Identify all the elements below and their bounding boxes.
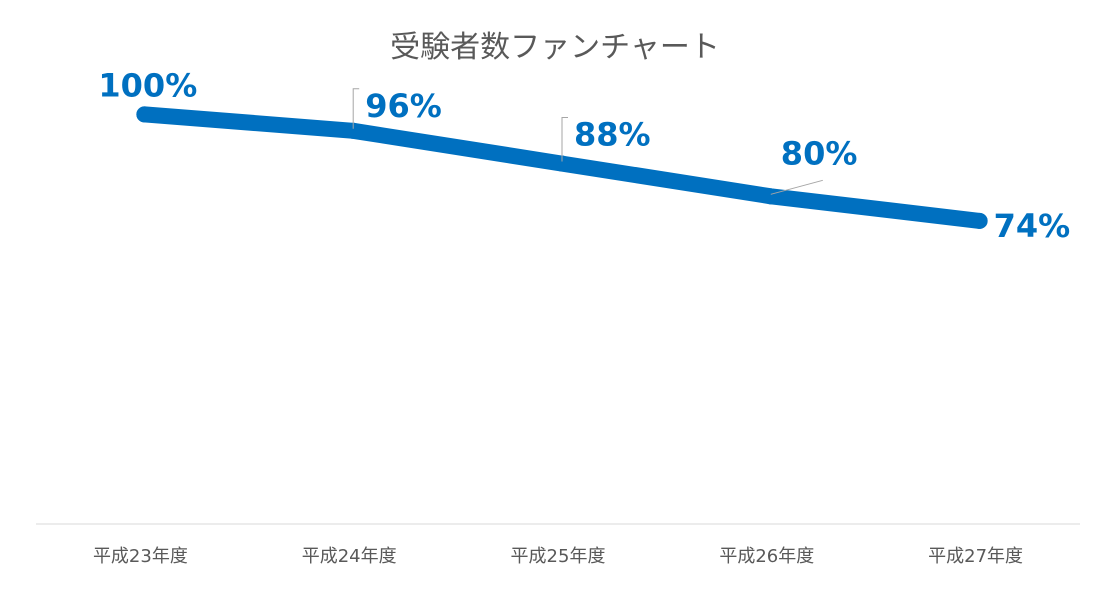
data-label: 74% [994, 207, 1071, 245]
data-label-leader [561, 117, 568, 162]
x-tick-label: 平成23年度 [93, 546, 188, 567]
data-point [971, 212, 988, 229]
data-label: 80% [781, 134, 858, 172]
data-label: 88% [574, 116, 651, 154]
data-label-leader [770, 179, 823, 195]
chart-title: 受験者数ファンチャート [390, 30, 720, 65]
x-tick-label: 平成26年度 [719, 546, 814, 567]
x-tick-label: 平成25年度 [511, 546, 606, 567]
data-label: 96% [365, 87, 442, 125]
data-point [554, 155, 570, 172]
data-point [762, 188, 779, 205]
x-tick-label: 平成24年度 [302, 546, 397, 567]
data-label: 100% [98, 66, 197, 104]
data-label-leader [352, 88, 360, 129]
x-tick-label: 平成27年度 [928, 546, 1023, 567]
data-point [136, 106, 153, 123]
data-point [345, 122, 362, 139]
